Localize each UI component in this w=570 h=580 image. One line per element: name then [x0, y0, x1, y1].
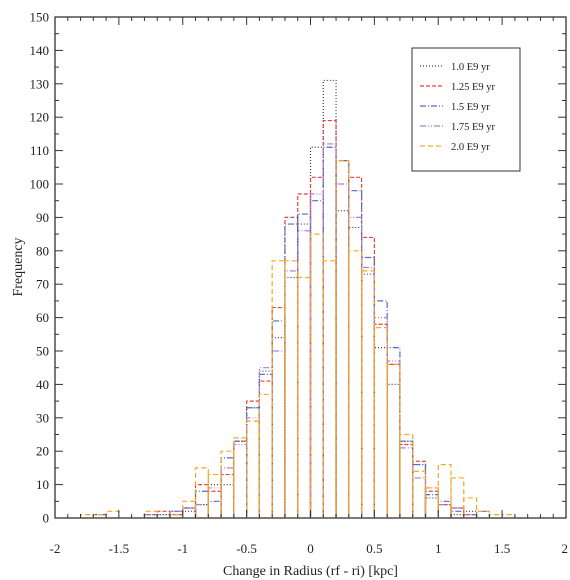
y-tick-label: 10 — [36, 477, 49, 492]
histogram-bar — [220, 473, 235, 518]
histogram-bar — [156, 514, 171, 518]
histogram-bar — [246, 420, 260, 518]
y-tick-label: 100 — [30, 177, 50, 192]
y-tick-label: 140 — [30, 43, 50, 58]
y-tick-label: 30 — [36, 410, 49, 425]
histogram-bar — [450, 514, 465, 518]
histogram-bar — [220, 484, 235, 518]
histogram-bar — [322, 260, 337, 518]
y-tick-label: 120 — [30, 110, 50, 125]
y-tick-label: 90 — [36, 210, 49, 225]
histogram-bar — [258, 393, 273, 518]
legend-item: 2.0 E9 yr — [420, 142, 490, 153]
histogram-bar — [309, 233, 324, 518]
histogram-bar — [412, 470, 427, 518]
histogram-bar — [297, 230, 312, 518]
legend-box — [411, 47, 521, 172]
x-tick-labels: -2 -1.5 -1 -0.5 0 0.5 1 1.5 2 — [50, 541, 568, 556]
histogram-bar — [348, 250, 363, 518]
histogram-bar — [271, 260, 286, 518]
x-tick-label: -0.5 — [236, 541, 257, 556]
histogram-bar — [258, 370, 273, 518]
histogram-bar — [361, 270, 375, 518]
x-tick-label: -1 — [177, 541, 188, 556]
histogram-bar — [335, 183, 350, 518]
x-tick-label: 0.5 — [366, 541, 382, 556]
x-tick-label: 2 — [562, 541, 569, 556]
legend-item: 1.5 E9 yr — [420, 102, 490, 113]
histogram-bar — [450, 507, 465, 518]
legend-label: 1.75 E9 yr — [451, 122, 496, 133]
legend-label: 2.0 E9 yr — [451, 142, 490, 153]
x-tick-label: 1 — [435, 541, 442, 556]
y-tick-label: 110 — [30, 143, 49, 158]
y-axis-title: Frequency — [11, 237, 26, 296]
y-tick-label: 20 — [36, 444, 49, 459]
x-tick-label: 1.5 — [494, 541, 510, 556]
histogram-bar — [194, 467, 209, 518]
histogram-bar — [322, 146, 337, 518]
x-tick-label: -1.5 — [109, 541, 130, 556]
x-axis-title: Change in Radius (rf - ri) [kpc] — [223, 564, 398, 579]
y-tick-labels: 0 10 20 30 40 50 60 70 80 90 100 110 120 130 140 150 — [30, 10, 50, 526]
histogram-bar — [284, 260, 299, 518]
histogram-bar — [207, 473, 222, 518]
histogram-bar — [297, 276, 312, 518]
legend-item: 1.0 E9 yr — [420, 62, 490, 73]
axis-ticks — [54, 16, 567, 519]
y-tick-label: 0 — [43, 511, 50, 526]
histogram-bar — [424, 487, 439, 518]
histogram-bar — [463, 497, 478, 518]
x-tick-label: 0 — [307, 541, 314, 556]
histogram-bar — [373, 327, 388, 518]
y-tick-label: 130 — [30, 76, 50, 91]
legend: 1.0 E9 yr 1.25 E9 yr 1.5 E9 yr 1.75 E9 yr 2.… — [411, 47, 521, 172]
histogram-bar — [182, 500, 197, 518]
y-tick-label: 50 — [36, 344, 49, 359]
histogram-bar — [233, 437, 248, 518]
histogram-bar — [361, 256, 375, 518]
y-tick-label: 60 — [36, 310, 49, 325]
legend-label: 1.5 E9 yr — [451, 102, 490, 113]
histogram-bar — [207, 484, 222, 518]
y-tick-label: 70 — [36, 277, 49, 292]
legend-label: 1.0 E9 yr — [451, 62, 490, 73]
legend-item: 1.25 E9 yr — [420, 82, 496, 93]
legend-item: 1.75 E9 yr — [420, 122, 496, 133]
histogram-bar — [361, 266, 375, 518]
legend-label: 1.25 E9 yr — [451, 82, 496, 93]
y-tick-label: 80 — [36, 243, 49, 258]
y-tick-label: 150 — [30, 10, 50, 25]
x-tick-label: -2 — [50, 541, 61, 556]
y-tick-label: 40 — [36, 377, 49, 392]
